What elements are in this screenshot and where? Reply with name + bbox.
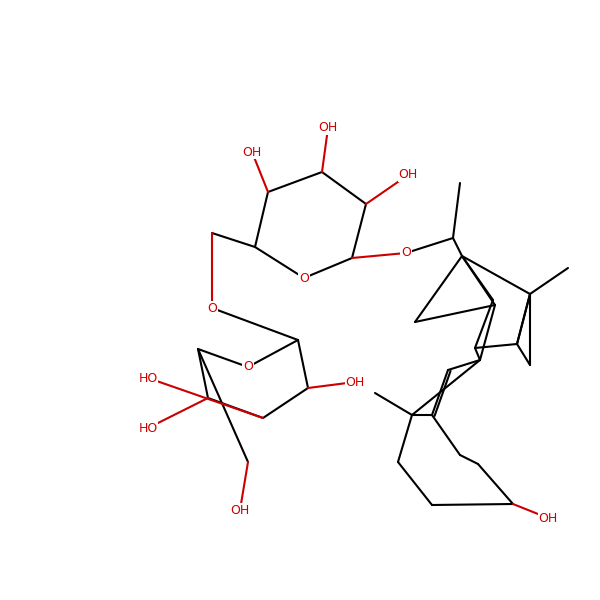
Text: OH: OH	[538, 511, 557, 524]
Text: O: O	[299, 271, 309, 284]
Text: OH: OH	[398, 169, 418, 181]
Text: HO: HO	[139, 371, 158, 385]
Text: OH: OH	[230, 503, 250, 517]
Text: O: O	[243, 361, 253, 373]
Text: O: O	[207, 301, 217, 314]
Text: O: O	[401, 247, 411, 259]
Text: OH: OH	[346, 376, 365, 389]
Text: OH: OH	[242, 145, 262, 158]
Text: HO: HO	[139, 421, 158, 434]
Text: OH: OH	[319, 121, 338, 134]
